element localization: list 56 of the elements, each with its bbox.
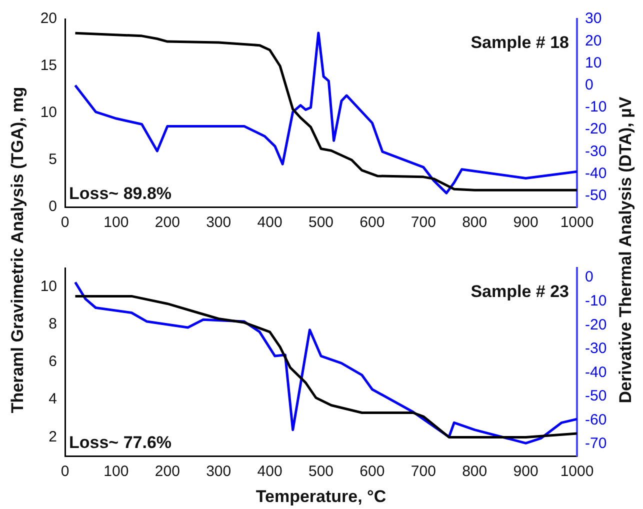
y2-tick-label: 10 — [585, 54, 602, 72]
y-tick-label: 5 — [48, 151, 57, 168]
x-tick-label: 200 — [154, 463, 180, 480]
y2-tick-label: 20 — [585, 32, 602, 50]
x-tick-label: 200 — [154, 214, 180, 232]
y-tick-label: 8 — [48, 316, 57, 333]
y2-tick-label: -60 — [585, 411, 607, 428]
y2-tick-label: -70 — [585, 435, 607, 452]
x-tick-label: 100 — [104, 463, 129, 480]
x-tick-label: 1000 — [560, 463, 594, 480]
x-tick-label: 0 — [60, 463, 70, 480]
x-tick-label: 600 — [360, 214, 385, 232]
y2-tick-label: -20 — [585, 120, 607, 138]
y-tick-label: 6 — [48, 353, 57, 370]
y-tick-label: 4 — [48, 390, 57, 408]
x-tick-label: 1000 — [560, 214, 594, 232]
y-tick-label: 20 — [40, 10, 57, 28]
y2-tick-label: -50 — [585, 187, 607, 204]
y2-tick-label: 0 — [585, 268, 594, 286]
y2-tick-label: -10 — [585, 98, 607, 116]
x-tick-label: 900 — [513, 463, 538, 480]
y2-tick-label: -30 — [585, 340, 607, 358]
y-tick-label: 2 — [48, 428, 57, 446]
y-axis-title: Theraml Gravimetric Analysis (TGA), mg — [8, 86, 28, 414]
y2-tick-label: 0 — [585, 76, 594, 94]
y2-tick-label: -10 — [585, 292, 607, 310]
y2-tick-label: -40 — [585, 364, 607, 381]
x-tick-label: 700 — [410, 463, 436, 480]
x-tick-label: 600 — [360, 463, 385, 480]
x-tick-label: 300 — [206, 463, 232, 480]
x-tick-label: 100 — [104, 214, 129, 232]
y-tick-label: 10 — [40, 278, 57, 295]
x-tick-label: 800 — [462, 463, 488, 480]
x-tick-label: 500 — [308, 463, 334, 480]
y2-tick-label: -30 — [585, 142, 607, 160]
y-tick-label: 15 — [40, 57, 57, 74]
x-axis-title: Temperature, °C — [256, 487, 386, 507]
annotation: Loss~ 77.6% — [69, 433, 172, 452]
x-tick-label: 700 — [410, 214, 436, 232]
y-tick-label: 0 — [48, 198, 57, 216]
x-tick-label: 800 — [462, 214, 488, 232]
x-tick-label: 400 — [257, 214, 282, 232]
y-tick-label: 10 — [40, 104, 57, 122]
annotation: Sample # 23 — [470, 282, 569, 302]
x-tick-label: 500 — [308, 214, 334, 232]
y2-axis-title: Derivative Thermal Analysis (DTA), µV — [616, 96, 636, 404]
annotation: Loss~ 89.8% — [69, 184, 172, 204]
x-tick-label: 900 — [513, 214, 538, 232]
y2-tick-label: -50 — [585, 388, 607, 405]
x-tick-label: 400 — [257, 463, 282, 480]
x-tick-label: 300 — [206, 214, 232, 232]
x-tick-label: 0 — [60, 214, 70, 232]
y2-tick-label: -40 — [585, 164, 607, 182]
y2-tick-label: 30 — [585, 10, 602, 28]
annotation: Sample # 18 — [470, 33, 569, 52]
y2-tick-label: -20 — [585, 316, 607, 334]
